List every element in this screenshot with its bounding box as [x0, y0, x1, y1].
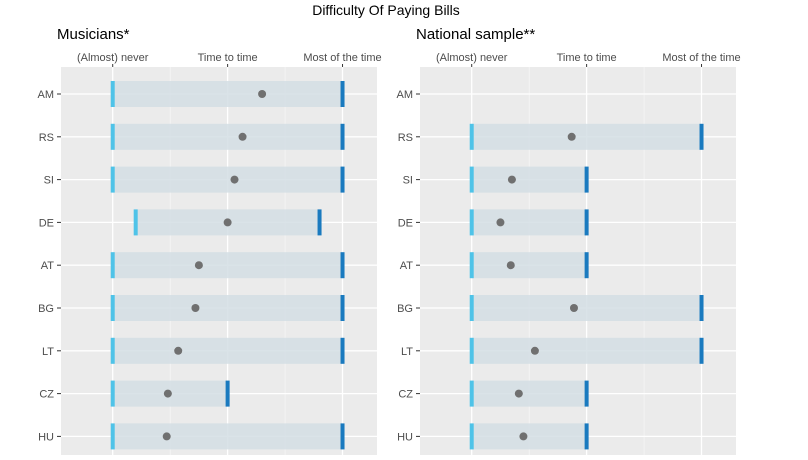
y-tick-label: HU [38, 431, 54, 443]
range-bar [471, 295, 702, 321]
y-tick-label: SI [44, 175, 54, 187]
mean-point [194, 261, 203, 270]
chart-panel: Musicians* (Almost) never Time to time Most… [38, 26, 382, 455]
max-marker [340, 252, 345, 279]
min-marker [469, 166, 474, 193]
y-tick-label: AT [41, 260, 55, 272]
range-bar [471, 337, 702, 364]
y-tick-label: SI [403, 175, 413, 187]
y-tick-label: RS [398, 132, 413, 144]
y-tick-label: AT [400, 260, 414, 272]
mean-point [519, 432, 528, 441]
y-tick-label: AM [397, 89, 414, 101]
x-tick-label: (Almost) never [436, 52, 508, 64]
max-marker [699, 295, 704, 321]
min-marker [469, 380, 474, 407]
range-bar [112, 123, 343, 150]
y-tick-label: RS [39, 132, 54, 144]
mean-point [258, 90, 267, 98]
mean-point [530, 346, 539, 355]
main-title: Difficulty Of Paying Bills [312, 2, 460, 18]
max-marker [584, 209, 589, 236]
panel-title: National sample** [416, 26, 535, 43]
min-marker [110, 123, 115, 150]
range-bar [471, 252, 587, 279]
max-marker [699, 337, 704, 364]
mean-point [174, 346, 183, 355]
min-marker [469, 209, 474, 236]
range-bar [471, 423, 587, 450]
y-tick-label: AM [38, 89, 55, 101]
x-tick-label: (Almost) never [77, 52, 149, 64]
max-marker [225, 380, 230, 407]
y-tick-label: BG [397, 303, 413, 315]
range-bar [112, 295, 343, 321]
mean-point [238, 132, 247, 141]
panel-title: Musicians* [57, 26, 130, 43]
x-tick-label: Most of the time [662, 52, 740, 64]
min-marker [110, 166, 115, 193]
max-marker [340, 337, 345, 364]
max-marker [584, 380, 589, 407]
mean-point [163, 389, 172, 398]
chart-panel: National sample** (Almost) never Time to t… [397, 26, 741, 455]
range-bar [112, 166, 343, 193]
min-marker [110, 295, 115, 321]
mean-point [507, 175, 516, 184]
min-marker [110, 423, 115, 450]
range-bar [471, 380, 587, 407]
min-marker [110, 337, 115, 364]
min-marker [110, 380, 115, 407]
range-bar [471, 123, 702, 150]
min-marker [133, 209, 138, 236]
y-tick-label: CZ [39, 389, 54, 401]
mean-point [191, 304, 200, 312]
max-marker [340, 81, 345, 107]
max-marker [340, 295, 345, 321]
min-marker [469, 252, 474, 279]
y-tick-label: LT [401, 346, 413, 358]
range-bar [112, 337, 343, 364]
x-tick-label: Most of the time [303, 52, 381, 64]
x-tick-label: Time to time [198, 52, 258, 64]
y-tick-label: BG [38, 303, 54, 315]
max-marker [340, 423, 345, 450]
min-marker [110, 252, 115, 279]
min-marker [469, 337, 474, 364]
y-tick-label: CZ [398, 389, 413, 401]
range-bar [471, 209, 587, 236]
max-marker [340, 123, 345, 150]
max-marker [584, 252, 589, 279]
max-marker [317, 209, 322, 236]
mean-point [162, 432, 171, 441]
y-tick-label: DE [398, 217, 413, 229]
max-marker [699, 123, 704, 150]
min-marker [469, 123, 474, 150]
min-marker [469, 423, 474, 450]
mean-point [223, 218, 232, 227]
range-bar [112, 423, 343, 450]
mean-point [567, 132, 576, 141]
max-marker [584, 166, 589, 193]
min-marker [110, 81, 115, 107]
mean-point [496, 218, 505, 227]
range-bar [112, 81, 343, 107]
max-marker [584, 423, 589, 450]
mean-point [506, 261, 515, 270]
max-marker [340, 166, 345, 193]
mean-point [569, 304, 578, 312]
y-tick-label: DE [39, 217, 54, 229]
mean-point [230, 175, 239, 184]
range-bar [471, 166, 587, 193]
mean-point [514, 389, 523, 398]
min-marker [469, 295, 474, 321]
x-tick-label: Time to time [557, 52, 617, 64]
range-bar [112, 252, 343, 279]
y-tick-label: HU [397, 431, 413, 443]
y-tick-label: LT [42, 346, 54, 358]
